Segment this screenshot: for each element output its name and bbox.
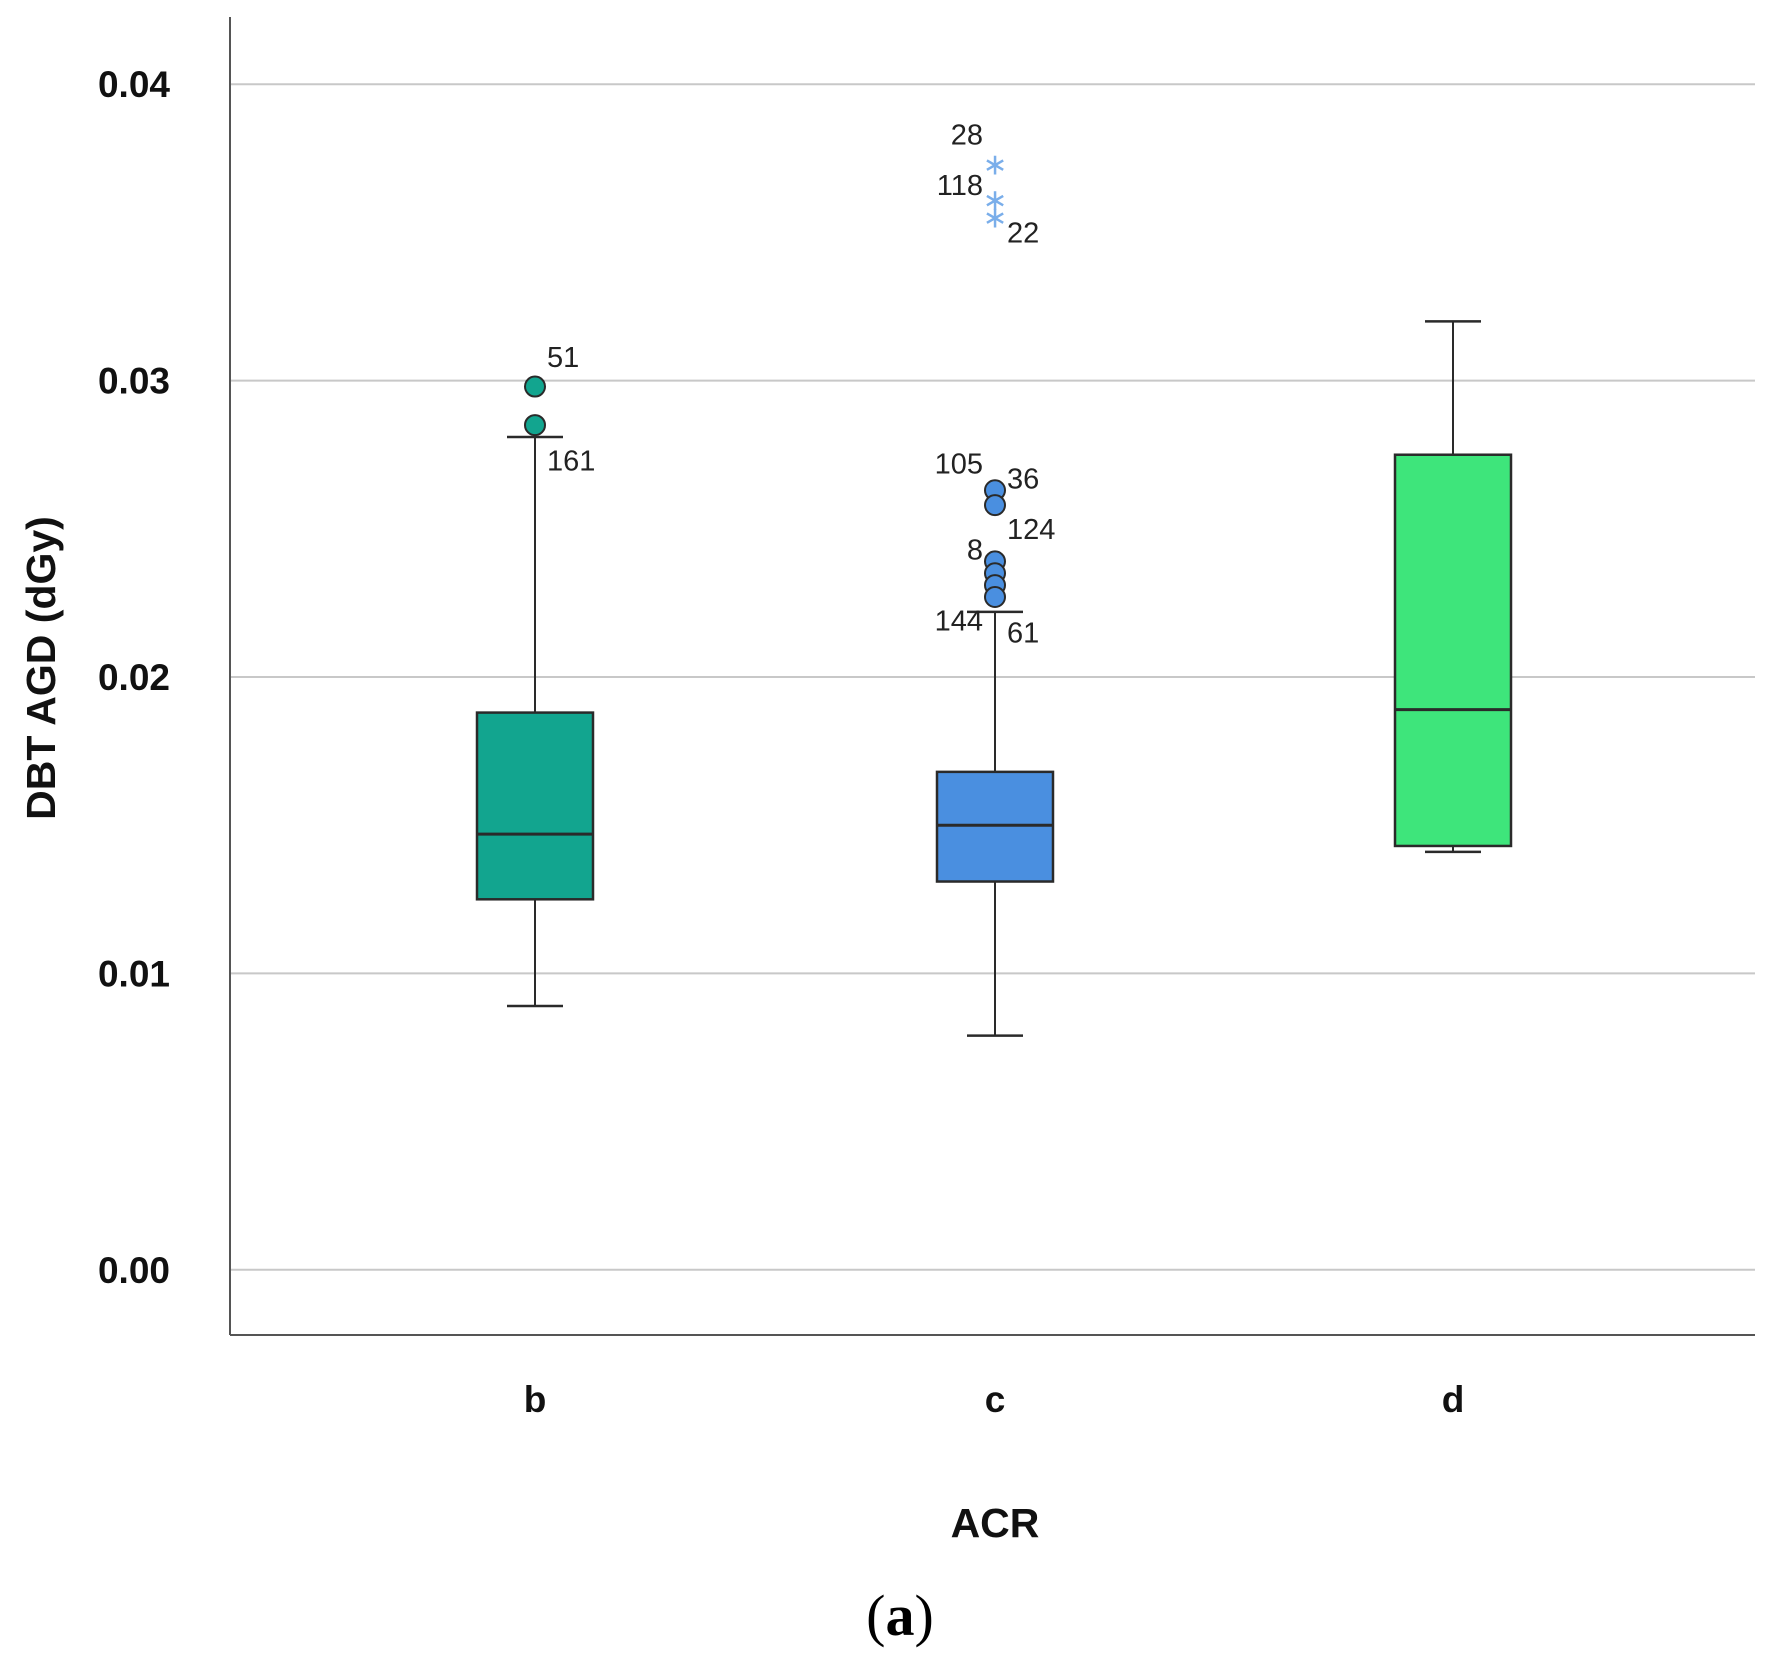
grid-lines [230, 83, 1755, 1271]
y-tick-label: 0.04 [98, 64, 170, 105]
outlier-label: 22 [1007, 217, 1039, 249]
outlier-label: 105 [935, 449, 983, 481]
outliers: ∗∗∗ [524, 147, 1008, 608]
figure-caption: (a) [866, 1583, 934, 1648]
x-axis-title: ACR [951, 1500, 1040, 1546]
x-category-label: b [524, 1379, 547, 1420]
outlier-label: 36 [1007, 463, 1039, 495]
outlier-point [984, 585, 1006, 608]
extreme-point: ∗ [982, 147, 1007, 182]
iqr-box [475, 711, 595, 901]
y-axis-title: DBT AGD (dGy) [18, 516, 64, 820]
y-tick-label: 0.02 [98, 657, 170, 698]
box-b [475, 435, 595, 1008]
box-c [935, 610, 1055, 1037]
outlier-point [524, 375, 546, 398]
outlier-label: 51 [547, 342, 579, 374]
caption-close-paren: ) [915, 1583, 934, 1648]
y-tick-label: 0.01 [98, 953, 170, 994]
y-tick-label: 0.03 [98, 361, 170, 402]
caption-open-paren: ( [866, 1583, 885, 1648]
outlier-point [524, 414, 546, 437]
caption-letter: a [886, 1583, 915, 1648]
box-d [1393, 320, 1513, 854]
boxes [475, 320, 1513, 1037]
x-category-label: d [1442, 1379, 1465, 1420]
outlier-label: 28 [951, 120, 983, 152]
outlier-label: 144 [935, 606, 983, 638]
x-axis-categories: b c d [524, 1379, 1465, 1420]
iqr-box [1393, 453, 1513, 848]
x-category-label: c [985, 1379, 1006, 1420]
outlier-label: 61 [1007, 618, 1039, 650]
outlier-labels: 51 161 105 36 124 8 144 61 28 118 22 [547, 120, 1055, 650]
outlier-label: 8 [967, 535, 983, 567]
extreme-point: ∗ [982, 201, 1007, 236]
outlier-label: 124 [1007, 514, 1055, 546]
extreme-point: ∗ [982, 183, 1007, 218]
outlier-label: 161 [547, 446, 595, 478]
outlier-label: 118 [937, 170, 983, 202]
y-tick-label: 0.00 [98, 1250, 170, 1291]
y-axis-ticks: 0.00 0.01 0.02 0.03 0.04 [98, 64, 170, 1291]
outlier-point [984, 494, 1006, 517]
